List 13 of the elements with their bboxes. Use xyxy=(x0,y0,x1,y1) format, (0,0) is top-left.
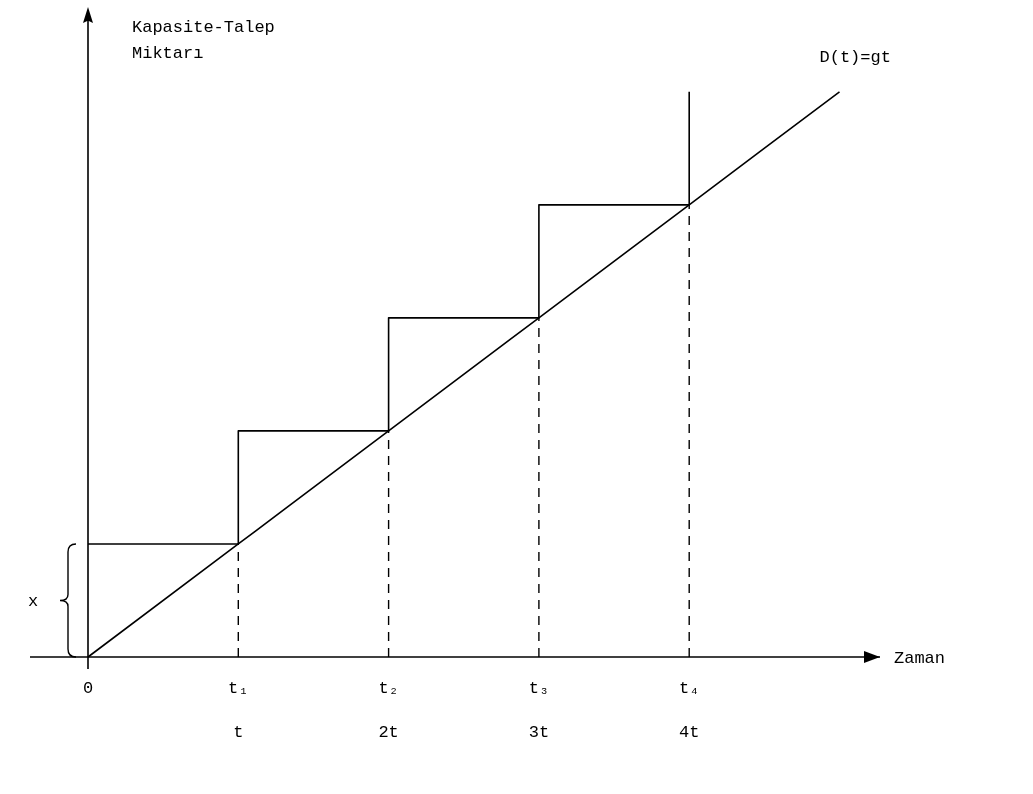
y-axis-title: Kapasite-Talep Miktarı xyxy=(132,18,275,63)
x-tick-label: t₃ xyxy=(528,679,550,698)
text: 4t xyxy=(679,723,700,742)
text: 2t xyxy=(378,723,399,742)
x-tick-label: 0 xyxy=(82,679,94,698)
x-tick-label: t₂ xyxy=(378,679,399,698)
text: t xyxy=(233,723,244,742)
annotation: x xyxy=(27,592,39,612)
x-tick-label: t₄ xyxy=(679,679,700,698)
x-axis-title: Zaman xyxy=(894,649,946,668)
text: 3t xyxy=(528,723,550,742)
series-label: D(t)=gt xyxy=(819,47,891,67)
x-tick-label: t₁ xyxy=(228,679,249,698)
